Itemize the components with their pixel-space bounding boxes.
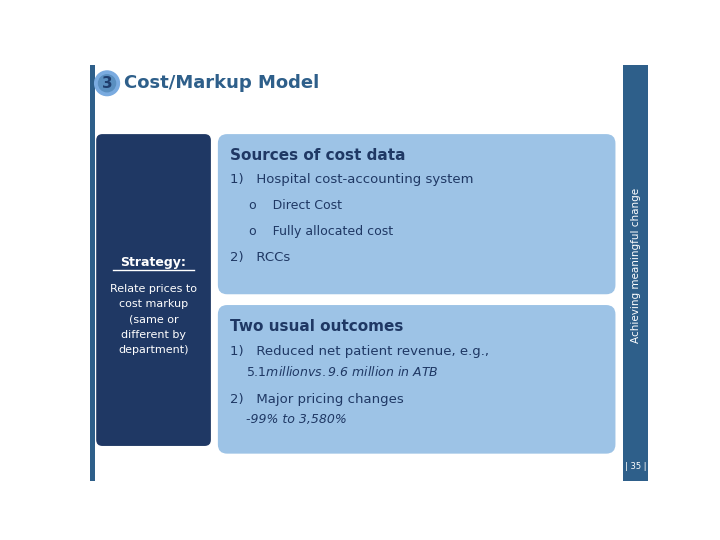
Text: Achieving meaningful change: Achieving meaningful change [631,187,641,342]
Circle shape [94,71,120,96]
FancyBboxPatch shape [218,134,616,294]
Text: -99% to 3,580%: -99% to 3,580% [246,413,346,426]
Text: o    Fully allocated cost: o Fully allocated cost [249,225,393,238]
Text: Sources of cost data: Sources of cost data [230,148,406,163]
Text: Relate prices to
cost markup
(same or
different by
department): Relate prices to cost markup (same or di… [110,284,197,355]
Text: 3: 3 [102,76,112,91]
Text: 1)   Hospital cost-accounting system: 1) Hospital cost-accounting system [230,173,474,186]
Circle shape [99,75,116,92]
Text: Two usual outcomes: Two usual outcomes [230,319,404,334]
Text: Strategy:: Strategy: [121,256,186,269]
Text: 2)   Major pricing changes: 2) Major pricing changes [230,393,404,406]
Text: o    Direct Cost: o Direct Cost [249,199,342,212]
FancyBboxPatch shape [96,134,211,446]
Text: 2)   RCCs: 2) RCCs [230,251,291,264]
FancyBboxPatch shape [218,305,616,454]
Text: | 35 |: | 35 | [625,462,647,471]
Bar [624,65,648,481]
Text: 1)   Reduced net patient revenue, e.g.,: 1) Reduced net patient revenue, e.g., [230,345,490,358]
Text: $5.1 million vs. $9.6 million in ATB: $5.1 million vs. $9.6 million in ATB [246,365,438,379]
Bar [90,65,94,481]
Text: Cost/Markup Model: Cost/Markup Model [124,75,320,92]
